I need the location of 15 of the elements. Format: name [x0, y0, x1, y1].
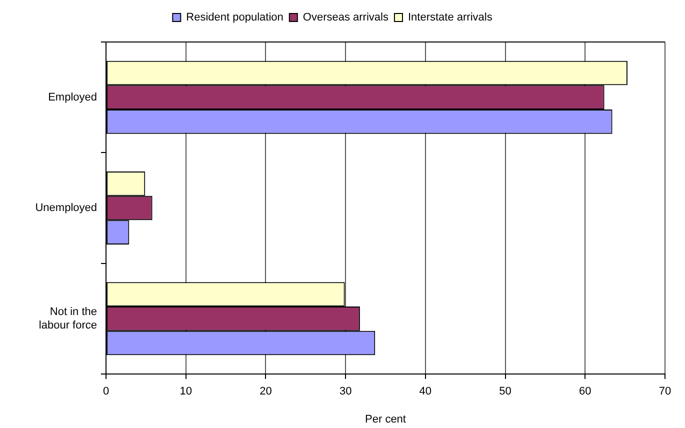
- x-axis-title: Per cent: [365, 413, 406, 426]
- x-tick-label: 70: [658, 386, 672, 398]
- x-tick-label: 50: [499, 386, 512, 398]
- x-tick-label: 40: [419, 386, 432, 398]
- x-tick-label: 10: [180, 386, 192, 398]
- y-tick-label: Unemployed: [35, 202, 97, 214]
- legend-label: Overseas arrivals: [302, 12, 389, 24]
- y-tick-label: Employed: [48, 91, 97, 104]
- x-tick-label: 60: [579, 386, 592, 398]
- x-tick-label: 20: [260, 386, 272, 398]
- legend-label: Resident population: [186, 12, 284, 24]
- legend-label: Interstate arrivals: [408, 12, 493, 24]
- y-tick-label: Not in the labour force: [38, 306, 97, 332]
- x-tick-label: 0: [102, 386, 110, 398]
- x-tick-label: 30: [339, 386, 352, 398]
